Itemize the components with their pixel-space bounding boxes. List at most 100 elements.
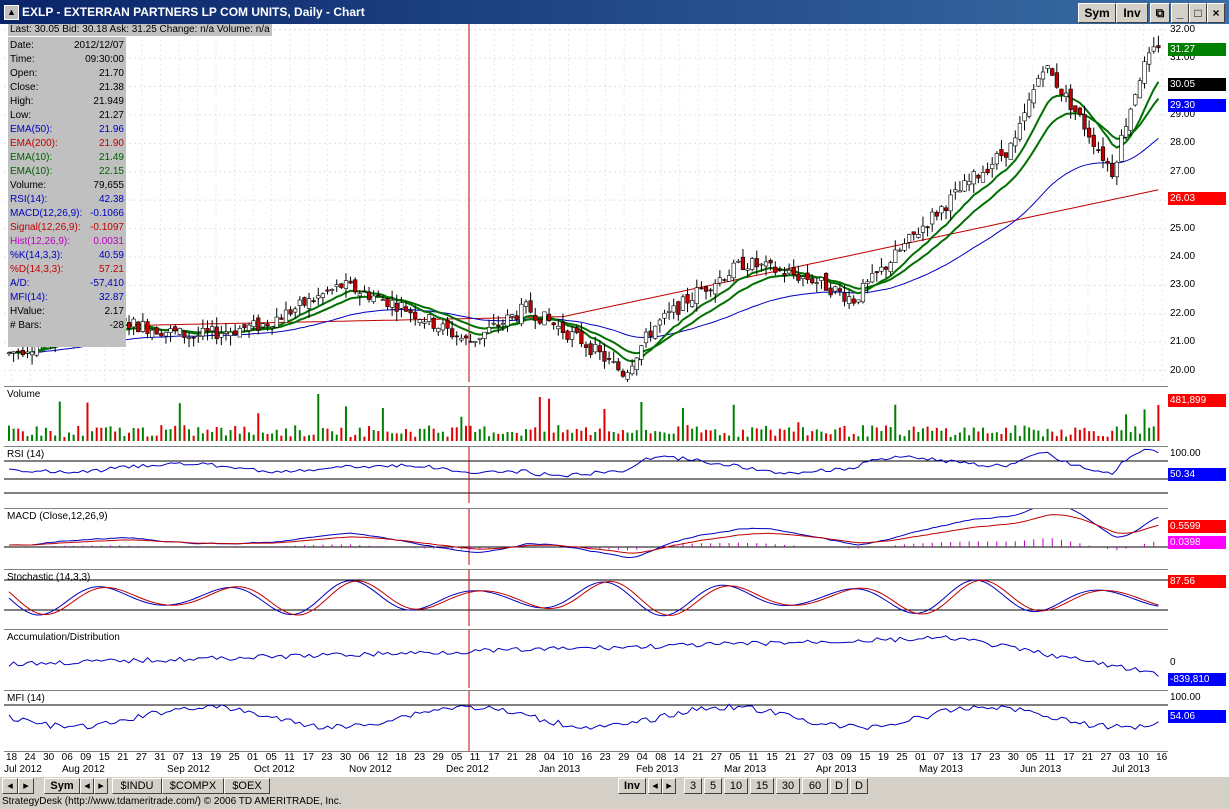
mfi-pane[interactable]: MFI (14) (4, 690, 1168, 751)
date-tick: 19 (210, 752, 222, 763)
symbol-tab-indu[interactable]: $INDU (112, 778, 162, 794)
interval-daily[interactable]: D (830, 778, 848, 794)
volume-pane[interactable]: Volume (4, 386, 1168, 441)
rsi-pane[interactable]: RSI (14) (4, 446, 1168, 503)
date-tick: 18 (395, 752, 407, 763)
data-window-value: 09:30:00 (85, 54, 124, 65)
close-icon[interactable]: × (1207, 3, 1225, 23)
price-badge: 30.05 (1168, 78, 1226, 92)
mfi-top-tick: 100.00 (1170, 692, 1201, 703)
candle-body (648, 330, 653, 337)
data-window-row: Low: 21.27 (10, 109, 124, 123)
interval-30[interactable]: 30 (776, 778, 800, 794)
symbol-tab-compx[interactable]: $COMPX (162, 778, 224, 794)
candle-body (911, 231, 916, 235)
candle-body (1110, 162, 1115, 177)
price-tick: 32.00 (1170, 23, 1196, 35)
sym-next-icon[interactable]: ▸ (94, 778, 108, 794)
minimize-icon[interactable]: _ (1171, 3, 1189, 23)
candle-body (842, 292, 847, 302)
candle-body (883, 266, 889, 270)
candle-body (736, 260, 741, 263)
ema50-line (9, 138, 1159, 354)
data-window-row: Time: 09:30:00 (10, 53, 124, 67)
candle-body (630, 365, 635, 375)
candle-body (865, 281, 870, 284)
price-tick: 21.00 (1170, 336, 1196, 348)
inv-tab[interactable]: Inv (618, 778, 646, 794)
candle-body (297, 299, 302, 306)
ad-pane[interactable]: Accumulation/Distribution (4, 629, 1168, 688)
stochastic-pane[interactable]: Stochastic (14,3,3) (4, 569, 1168, 626)
candle-body (1142, 61, 1147, 84)
interval-60[interactable]: 60 (802, 778, 828, 794)
macd-pane[interactable]: MACD (Close,12,26,9) (4, 508, 1168, 565)
data-window-value: 57.21 (98, 264, 124, 275)
data-window-label: EMA(50): (10, 124, 53, 135)
interval-prev-icon[interactable]: ◂ (648, 778, 662, 794)
interval-5[interactable]: 5 (704, 778, 722, 794)
interval-15[interactable]: 15 (750, 778, 774, 794)
candle-body (1091, 134, 1096, 147)
candle-body (219, 333, 224, 338)
candle-body (870, 273, 875, 283)
candle-body (837, 288, 842, 292)
sym-tab[interactable]: Sym (44, 778, 80, 794)
data-window-row: EMA(10): 22.15 (10, 165, 124, 179)
sym-button[interactable]: Sym (1078, 3, 1116, 23)
mfi-label: MFI (14) (7, 693, 45, 704)
price-tick: 25.00 (1170, 222, 1196, 234)
month-label: Dec 2012 (446, 764, 489, 775)
data-window-label: HValue: (10, 306, 45, 317)
inv-button[interactable]: Inv (1116, 3, 1148, 23)
candle-body (985, 168, 990, 174)
sym-prev-icon[interactable]: ◂ (80, 778, 94, 794)
data-window-value: 79,655 (93, 180, 124, 191)
candle-body (16, 350, 21, 353)
data-window-value: -57,410 (90, 278, 124, 289)
candle-body (717, 277, 722, 284)
candle-body (745, 268, 750, 271)
candle-body (676, 301, 681, 315)
data-window-row: A/D: -57,410 (10, 277, 124, 291)
symbol-tab-oex[interactable]: $OEX (224, 778, 270, 794)
candle-body (214, 326, 219, 339)
candle-body (920, 225, 926, 233)
candle-body (930, 211, 935, 225)
candle-body (422, 321, 427, 324)
candle-body (828, 287, 833, 296)
candle-body (657, 319, 662, 326)
interval-3[interactable]: 3 (684, 778, 702, 794)
date-tick: 15 (859, 752, 871, 763)
interval-daily-2[interactable]: D (850, 778, 868, 794)
candle-body (1073, 105, 1078, 112)
detach-icon[interactable]: ⧉ (1150, 3, 1170, 23)
scroll-right-icon[interactable]: ▸ (18, 778, 34, 794)
macd-line (8, 509, 1159, 559)
month-label: May 2013 (919, 764, 963, 775)
price-pane[interactable]: Last: 30.05 Bid: 30.18 Ask: 31.25 Change… (4, 24, 1168, 382)
macd-hist-badge: 0.0398 (1168, 536, 1226, 549)
candle-body (242, 324, 247, 329)
date-tick: 01 (914, 752, 927, 763)
price-badge: 31.27 (1168, 43, 1226, 57)
candle-body (450, 328, 455, 338)
interval-next-icon[interactable]: ▸ (662, 778, 676, 794)
candle-body (357, 293, 362, 297)
stochastic-badge: 87.56 (1168, 575, 1226, 588)
data-window-row: Volume: 79,655 (10, 179, 124, 193)
candle-body (1022, 112, 1027, 122)
date-tick: 08 (655, 752, 667, 763)
candle-body (325, 289, 330, 292)
interval-10[interactable]: 10 (724, 778, 748, 794)
data-window-label: EMA(200): (10, 138, 58, 149)
maximize-icon[interactable]: □ (1189, 3, 1207, 23)
volume-chart (8, 387, 1160, 441)
candle-body (643, 331, 649, 344)
scroll-left-icon[interactable]: ◂ (2, 778, 18, 794)
date-tick: 21 (1081, 752, 1094, 763)
candle-body (1003, 152, 1009, 158)
candle-body (805, 272, 810, 280)
candle-body (413, 311, 418, 319)
ad-chart (8, 630, 1159, 688)
